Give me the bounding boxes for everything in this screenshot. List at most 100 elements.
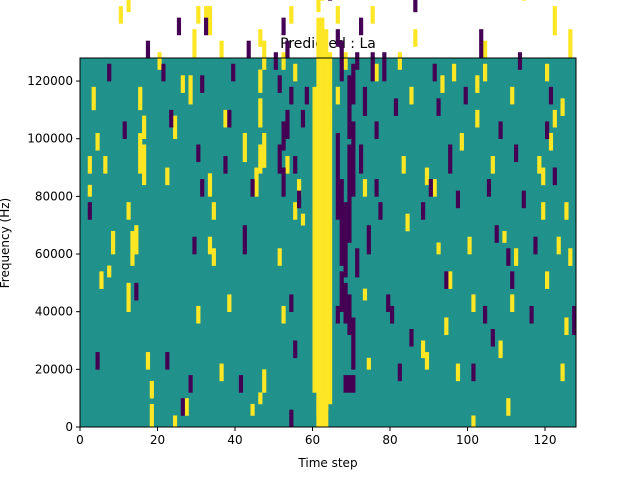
heatmap-cell-high xyxy=(320,17,325,416)
heatmap-cell-low xyxy=(397,363,402,382)
heatmap-cell-high xyxy=(564,317,569,336)
heatmap-cell-high xyxy=(157,52,162,70)
heatmap-cell-high xyxy=(541,202,546,220)
heatmap-cell-high xyxy=(471,294,476,312)
heatmap-cell-high xyxy=(250,403,255,416)
heatmap-cell-low xyxy=(514,144,519,163)
heatmap-cell-low xyxy=(250,179,255,197)
heatmap-cell-low xyxy=(444,271,449,289)
heatmap-cell-low xyxy=(428,179,433,197)
x-axis: 0 20 40 60 80 100 120 xyxy=(76,427,556,447)
heatmap-cell-high xyxy=(188,75,193,105)
heatmap-cell-low xyxy=(490,328,495,347)
heatmap-cell-high xyxy=(227,294,232,312)
heatmap-cell-low xyxy=(479,29,484,59)
heatmap-cell-low xyxy=(192,236,197,255)
heatmap-cell-high xyxy=(204,6,209,24)
heatmap-cell-high xyxy=(91,86,96,111)
heatmap-cell-low xyxy=(374,121,379,140)
heatmap-cell-low xyxy=(297,190,302,209)
heatmap-cell-high xyxy=(223,109,228,128)
heatmap-cell-high xyxy=(324,398,329,428)
heatmap-cell-high xyxy=(498,340,503,359)
heatmap-cell-high xyxy=(207,236,213,255)
heatmap-cell-high xyxy=(362,179,368,197)
x-tick-label: 60 xyxy=(305,433,320,447)
heatmap-cell-high xyxy=(262,369,267,393)
y-tick-label: 60000 xyxy=(35,247,73,261)
heatmap-cell-high xyxy=(560,363,565,382)
heatmap-cell-high xyxy=(184,398,189,416)
heatmap-cell-low xyxy=(180,398,185,416)
heatmap-cell-low xyxy=(293,340,298,359)
heatmap-cell-low xyxy=(448,144,453,174)
heatmap-cell-high xyxy=(324,29,329,410)
heatmap-cell-low xyxy=(421,202,426,220)
heatmap-cell-low xyxy=(355,248,360,278)
heatmap-cell-low xyxy=(506,248,511,266)
heatmap-cell-high xyxy=(277,248,282,266)
heatmap-cell-low xyxy=(471,363,476,382)
heatmap-cell-low xyxy=(390,305,395,324)
heatmap-cell-high xyxy=(219,363,224,382)
heatmap-cell-low xyxy=(285,109,290,140)
heatmap-cell-high xyxy=(87,184,92,197)
y-axis: 0 20000 40000 60000 80000 100000 120000 xyxy=(27,74,80,434)
heatmap-cell-high xyxy=(138,132,143,174)
heatmap-cell-low xyxy=(366,225,371,255)
heatmap-cell-low xyxy=(533,236,538,255)
heatmap-cell-low xyxy=(393,98,399,116)
heatmap-cell-low xyxy=(455,190,461,209)
heatmap-cell-high xyxy=(111,230,116,255)
heatmap-cell-high xyxy=(568,29,573,59)
heatmap-cell-high xyxy=(297,179,302,197)
heatmap-cell-high xyxy=(564,202,569,220)
heatmap-cell-high xyxy=(258,69,263,93)
heatmap-cell-high xyxy=(471,415,476,428)
heatmap-cell-high xyxy=(556,236,561,255)
heatmap-cell-high xyxy=(130,230,135,266)
heatmap-cell-high xyxy=(126,202,131,220)
heatmap-cell-high xyxy=(560,98,565,116)
heatmap-cell-high xyxy=(289,6,294,24)
heatmap-cell-low xyxy=(413,0,418,13)
heatmap-cell-low xyxy=(176,17,182,36)
heatmap-cell-high xyxy=(475,75,480,93)
heatmap-cell-low xyxy=(122,121,127,140)
heatmap-cell-low xyxy=(409,328,414,347)
heatmap-cell-high xyxy=(424,167,430,186)
heatmap-cell-high xyxy=(421,340,426,359)
heatmap-cell-high xyxy=(502,230,507,243)
heatmap-cell-high xyxy=(219,40,224,59)
heatmap-cell-low xyxy=(289,409,294,428)
heatmap-cell-high xyxy=(545,63,550,82)
heatmap-cell-low xyxy=(200,179,205,197)
heatmap-cell-high xyxy=(467,236,472,255)
heatmap-cell-low xyxy=(498,121,503,140)
heatmap-cell-high xyxy=(490,156,495,174)
plot-frame xyxy=(79,57,577,428)
heatmap-cell-low xyxy=(347,75,352,140)
y-tick-label: 40000 xyxy=(35,305,73,319)
heatmap-cell-low xyxy=(285,40,290,59)
heatmap-cell-high xyxy=(370,6,375,24)
heatmap-cell-high xyxy=(483,63,488,82)
heatmap-cell-low xyxy=(165,352,170,370)
heatmap-cell-high xyxy=(545,271,550,289)
x-tick-label: 0 xyxy=(76,433,84,447)
heatmap-cell-high xyxy=(285,156,290,174)
heatmap-cell-low xyxy=(95,352,100,370)
heatmap-cell-high xyxy=(262,132,267,168)
heatmap-cell-high xyxy=(510,294,515,312)
heatmap-cell-high xyxy=(537,156,542,174)
heatmap-cell-high xyxy=(281,305,286,324)
heatmap-cell-high xyxy=(258,29,263,47)
heatmap-cell-high xyxy=(118,6,123,24)
heatmap-cell-high xyxy=(95,132,100,151)
heatmap-cell-low xyxy=(281,121,286,151)
heatmap-cell-high xyxy=(448,271,453,289)
heatmap-cell-high xyxy=(436,242,441,255)
heatmap-cell-low xyxy=(370,52,375,82)
heatmap-cell-low xyxy=(223,156,228,174)
heatmap-cell-high xyxy=(401,156,406,174)
